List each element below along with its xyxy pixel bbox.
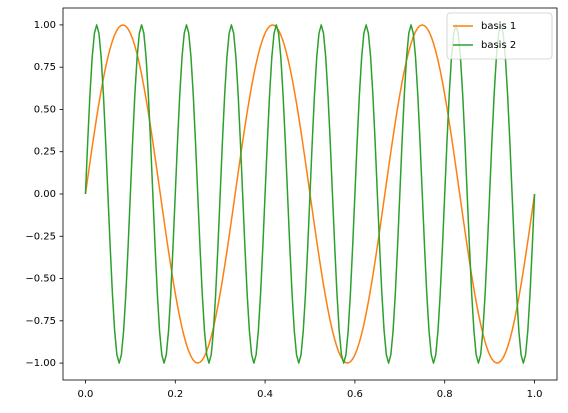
y-tick-label: 1.00 <box>34 20 56 31</box>
y-tick-label: −0.50 <box>25 274 56 285</box>
x-tick-label: 0.8 <box>437 389 453 400</box>
x-tick-label: 1.0 <box>527 389 543 400</box>
y-tick-label: 0.25 <box>34 147 56 158</box>
legend-label: basis 1 <box>481 21 516 32</box>
series-line <box>84 24 536 364</box>
y-tick-label: −1.00 <box>25 358 56 369</box>
axes-frame <box>62 7 558 381</box>
y-tick-label: 0.00 <box>34 189 56 200</box>
y-tick-label: 0.50 <box>34 104 56 115</box>
y-tick-label: 0.75 <box>34 62 56 73</box>
x-tick-label: 0.0 <box>78 389 94 400</box>
x-tick-label: 0.4 <box>257 389 273 400</box>
legend-box <box>446 12 553 60</box>
y-tick-label: −0.25 <box>25 231 56 242</box>
x-tick-label: 0.6 <box>347 389 363 400</box>
y-tick-label: −0.75 <box>25 316 56 327</box>
legend: basis 1 basis 2 <box>446 12 553 60</box>
x-tick-label: 0.2 <box>167 389 183 400</box>
legend-label: basis 2 <box>481 40 516 51</box>
